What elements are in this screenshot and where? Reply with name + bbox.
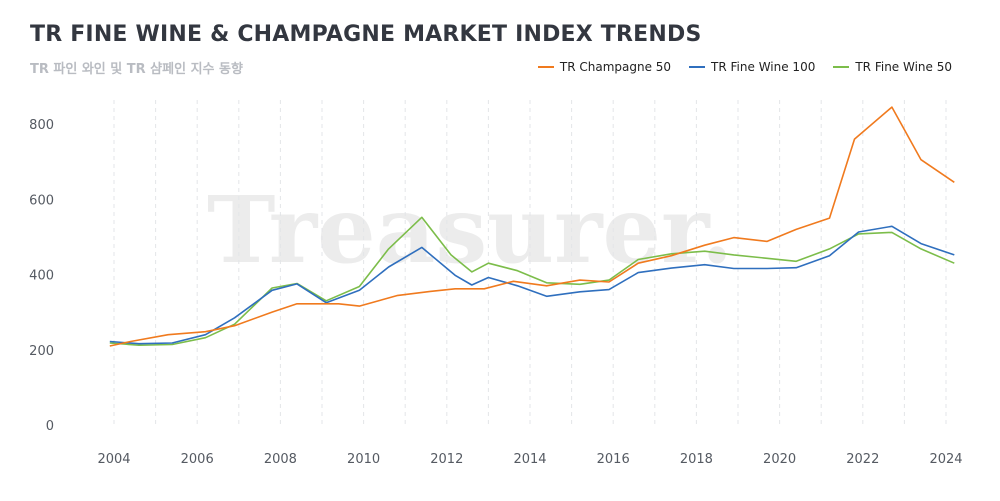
x-tick-label: 2012 (430, 452, 463, 467)
legend-label-champagne: TR Champagne 50 (559, 60, 672, 74)
series-line-tr-champagne-50 (109, 106, 955, 347)
x-tick-label: 2020 (763, 452, 796, 467)
chart-subtitle: TR 파인 와인 및 TR 샴페인 지수 동향 (30, 62, 243, 77)
legend-swatch-fine-wine-50 (833, 66, 850, 68)
x-tick-label: 2024 (929, 452, 962, 467)
y-tick-label: 600 (29, 193, 54, 208)
x-tick-label: 2016 (597, 452, 630, 467)
y-tick-label: 800 (29, 118, 54, 133)
x-tick-label: 2008 (264, 452, 297, 467)
chart-title: TR FINE WINE & CHAMPAGNE MARKET INDEX TR… (30, 22, 702, 47)
x-tick-label: 2022 (846, 452, 879, 467)
legend-label-fine-wine-100: TR Fine Wine 100 (711, 60, 816, 74)
y-tick-label: 0 (46, 419, 54, 434)
y-axis-ticks: 0 200 400 600 800 (29, 118, 54, 434)
legend-item-champagne: TR Champagne 50 (537, 60, 672, 74)
watermark: Treasurer. (207, 176, 733, 284)
x-tick-label: 2006 (181, 452, 214, 467)
legend-item-fine-wine-50: TR Fine Wine 50 (833, 60, 952, 74)
x-tick-label: 2004 (97, 452, 130, 467)
x-tick-label: 2010 (347, 452, 380, 467)
y-tick-label: 400 (29, 269, 54, 284)
x-axis-ticks: 2004 2006 2008 2010 2012 2014 2016 2018 2020 2022… (97, 452, 962, 467)
legend: TR Champagne 50 TR Fine Wine 100 TR Fine… (537, 60, 952, 74)
legend-item-fine-wine-100: TR Fine Wine 100 (689, 60, 815, 74)
grid (113, 100, 947, 425)
series-line-tr-fine-wine-100 (109, 225, 955, 345)
series-lines (109, 106, 955, 347)
legend-label-fine-wine-50: TR Fine Wine 50 (855, 60, 952, 74)
x-tick-label: 2018 (680, 452, 713, 467)
y-tick-label: 200 (29, 344, 54, 359)
legend-swatch-champagne (537, 66, 554, 68)
legend-swatch-fine-wine-100 (689, 66, 706, 68)
x-tick-label: 2014 (513, 452, 546, 467)
